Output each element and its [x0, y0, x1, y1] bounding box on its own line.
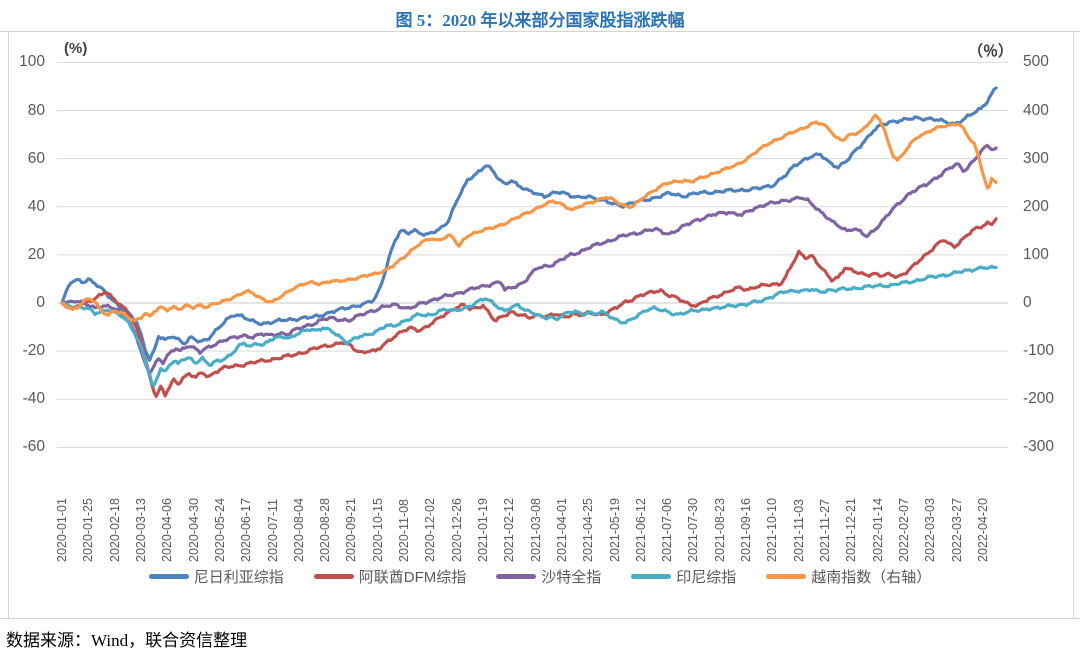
legend-swatch-icon: [313, 574, 354, 579]
left-tick--40: -40: [22, 390, 45, 407]
x-tick-label: 2020-01-25: [81, 498, 96, 562]
x-tick-label: 2022-04-20: [975, 498, 990, 562]
x-tick-label: 2021-11-27: [818, 498, 832, 562]
left-tick--20: -20: [22, 342, 45, 359]
x-tick-label: 2021-03-08: [528, 498, 543, 562]
right-tick-200: 200: [1023, 198, 1049, 215]
series-line-1: [60, 217, 998, 398]
x-tick-label: 2020-08-28: [318, 498, 333, 562]
x-tick-label: 2020-04-30: [186, 498, 201, 562]
series-line-2: [60, 143, 998, 375]
x-tick-label: 2021-04-25: [581, 498, 596, 562]
x-tick-label: 2020-11-08: [397, 498, 411, 562]
left-tick-40: 40: [27, 198, 45, 215]
x-tick-label: 2020-12-26: [449, 498, 464, 562]
x-tick-label: 2021-04-01: [554, 498, 569, 562]
right-axis-unit-label: （％）: [968, 43, 1014, 60]
x-tick-label: 2021-12-21: [844, 498, 859, 562]
x-tick-label: 2021-07-06: [660, 498, 675, 562]
frame-right-border: [1073, 31, 1074, 618]
right-tick--300: -300: [1023, 438, 1055, 455]
right-tick-0: 0: [1023, 294, 1032, 311]
legend-label: 尼日利亚综指: [193, 569, 284, 586]
x-tick-label: 2020-05-24: [212, 498, 227, 562]
x-tick-label: 2020-03-13: [133, 498, 148, 562]
right-tick-100: 100: [1023, 246, 1049, 263]
right-tick--200: -200: [1023, 390, 1055, 407]
frame-bottom-border: [0, 618, 1080, 619]
x-tick-label: 2022-03-03: [923, 498, 938, 562]
right-tick-500: 500: [1023, 53, 1049, 70]
legend-label: 越南指数（右轴）: [811, 569, 932, 586]
left-tick-100: 100: [19, 53, 45, 70]
x-tick-label: 2021-06-12: [633, 498, 648, 562]
right-tick-300: 300: [1023, 150, 1049, 167]
x-tick-label: 2022-03-27: [949, 498, 964, 562]
legend-item-0: 尼日利亚综指: [148, 566, 284, 587]
x-tick-label: 2021-09-16: [739, 498, 754, 562]
legend-swatch-icon: [496, 574, 537, 579]
x-tick-label: 2020-10-15: [370, 498, 385, 562]
x-tick-label: 2020-02-18: [107, 498, 122, 562]
x-tick-label: 2021-11-03: [791, 498, 806, 562]
legend-item-3: 印尼综指: [631, 566, 736, 587]
data-source-note: 数据来源：Wind，联合资信整理: [6, 631, 248, 650]
left-tick-20: 20: [27, 246, 45, 263]
left-tick-0: 0: [36, 294, 45, 311]
frame-left-border: [8, 31, 9, 618]
x-tick-label: 2021-02-12: [502, 498, 517, 562]
x-tick-label: 2020-04-06: [160, 498, 175, 562]
x-tick-label: 2020-12-02: [423, 498, 438, 562]
left-tick-80: 80: [27, 102, 45, 119]
chart-title: 图 5：2020 年以来部分国家股指涨跌幅: [395, 11, 685, 30]
x-tick-label: 2020-06-17: [239, 498, 254, 562]
x-tick-label: 2020-07-11: [265, 498, 280, 562]
legend-item-4: 越南指数（右轴）: [766, 566, 931, 587]
x-tick-label: 2020-09-21: [344, 498, 359, 562]
left-axis-unit-label: (%): [64, 40, 88, 57]
title-divider: [0, 31, 1080, 32]
x-tick-label: 2020-08-04: [291, 498, 306, 562]
legend-label: 沙特全指: [541, 569, 602, 586]
right-tick-400: 400: [1023, 102, 1049, 119]
x-tick-label: 2021-01-19: [476, 498, 490, 562]
x-tick-label: 2021-08-23: [712, 498, 727, 562]
legend-swatch-icon: [766, 574, 807, 579]
left-tick--60: -60: [22, 438, 45, 455]
legend-swatch-icon: [148, 574, 189, 579]
x-tick-label: 2021-10-10: [765, 498, 780, 562]
series-line-0: [60, 86, 998, 362]
legend: 尼日利亚综指 阿联酋DFM综指 沙特全指 印尼综指 越南指数（右轴）: [0, 566, 1080, 587]
legend-label: 阿联酋DFM综指: [358, 569, 467, 586]
series-line-4: [60, 113, 998, 323]
x-tick-label: 2020-01-01: [55, 498, 69, 562]
x-tick-label: 2021-07-30: [686, 498, 701, 562]
legend-label: 印尼综指: [676, 569, 737, 586]
legend-item-1: 阿联酋DFM综指: [313, 566, 467, 587]
x-tick-label: 2022-02-07: [896, 498, 911, 562]
x-tick-label: 2021-05-19: [607, 498, 622, 562]
legend-swatch-icon: [631, 574, 672, 579]
legend-item-2: 沙特全指: [496, 566, 601, 587]
x-tick-label: 2022-01-14: [870, 498, 885, 562]
series-line-3: [60, 264, 998, 387]
left-tick-60: 60: [27, 150, 45, 167]
right-tick--100: -100: [1023, 342, 1055, 359]
